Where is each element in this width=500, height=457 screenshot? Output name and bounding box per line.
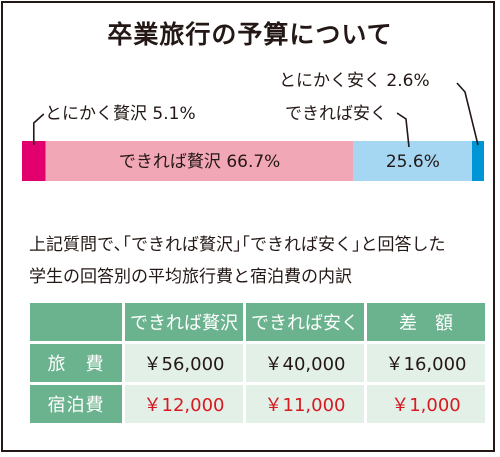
label-very-luxurious: とにかく贅沢 5.1% xyxy=(45,104,196,124)
cell-travel-luxury: ￥56,000 xyxy=(125,344,243,382)
segment-very-cheap xyxy=(471,141,484,181)
cell-travel-difference: ￥16,000 xyxy=(367,344,485,382)
table-corner-cell xyxy=(30,303,122,341)
table-row-travel: 旅 費 ￥56,000 ￥40,000 ￥16,000 xyxy=(30,344,485,382)
column-header-luxury: できれば贅沢 xyxy=(125,303,243,341)
leader-line-very-luxurious xyxy=(32,113,45,145)
cell-lodging-budget: ￥11,000 xyxy=(246,385,364,423)
cost-breakdown-table: できれば贅沢 できれば安く 差 額 旅 費 ￥56,000 ￥40,000 ￥1… xyxy=(27,300,488,426)
label-somewhat-cheap: できれば安く xyxy=(285,104,387,124)
row-label-lodging: 宿泊費 xyxy=(30,385,122,423)
row-label-travel: 旅 費 xyxy=(30,344,122,382)
cell-travel-budget: ￥40,000 xyxy=(246,344,364,382)
table-row-lodging: 宿泊費 ￥12,000 ￥11,000 ￥1,000 xyxy=(30,385,485,423)
label-very-cheap: とにかく安く 2.6% xyxy=(279,71,430,91)
segment-somewhat-luxurious xyxy=(45,141,354,181)
table-header-row: できれば贅沢 できれば安く 差 額 xyxy=(30,303,485,341)
segment-somewhat-cheap xyxy=(353,141,472,181)
infographic-frame: 卒業旅行の予算について とにかく贅沢 5.1% できれば贅沢 66.7% 25.6%… xyxy=(1,1,495,452)
column-header-budget: できれば安く xyxy=(246,303,364,341)
leader-line-somewhat-cheap xyxy=(396,112,410,148)
intro-line-1: 上記質問で､｢できれば贅沢｣｢できれば安く｣と回答した xyxy=(29,235,446,255)
label-somewhat-luxurious: できれば贅沢 66.7% xyxy=(119,152,280,172)
stacked-bar-chart: とにかく贅沢 5.1% できれば贅沢 66.7% 25.6% できれば安く とにかく安く… xyxy=(22,71,484,181)
column-header-difference: 差 額 xyxy=(367,303,485,341)
cell-lodging-difference: ￥1,000 xyxy=(367,385,485,423)
intro-line-2: 学生の回答別の平均旅行費と宿泊費の内訳 xyxy=(29,267,352,287)
cell-lodging-luxury: ￥12,000 xyxy=(125,385,243,423)
chart-title: 卒業旅行の予算について xyxy=(107,20,393,49)
leader-line-very-cheap xyxy=(456,82,479,146)
segment-very-luxurious xyxy=(22,141,46,181)
value-somewhat-cheap: 25.6% xyxy=(386,152,440,172)
table-intro: 上記質問で､｢できれば贅沢｣｢できれば安く｣と回答した 学生の回答別の平均旅行費… xyxy=(29,229,489,293)
